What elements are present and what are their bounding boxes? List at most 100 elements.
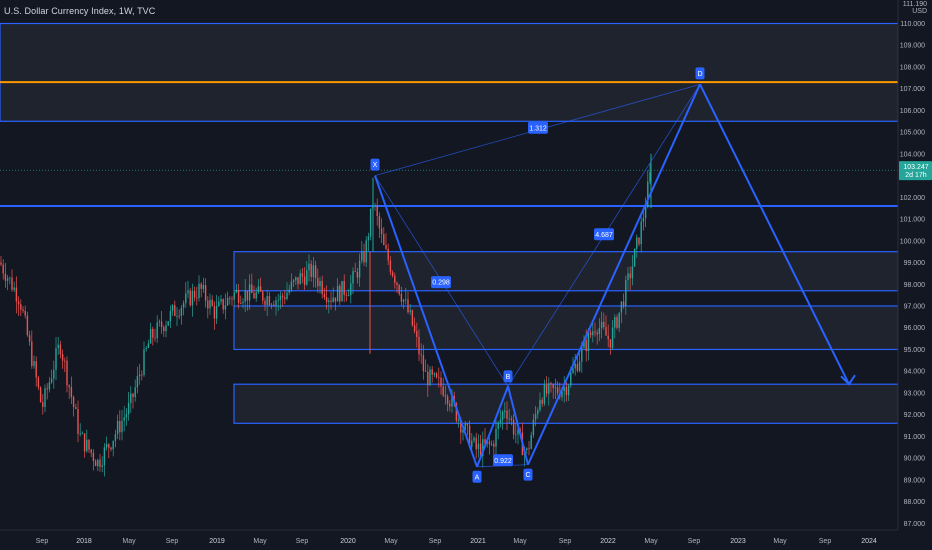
candle-body [264, 300, 266, 305]
candle-body [385, 244, 387, 249]
candle-body [105, 444, 108, 448]
candle-body [246, 290, 249, 301]
candle-body [475, 437, 477, 450]
candle-body [468, 425, 471, 447]
candle-body [224, 305, 227, 310]
candle-body [347, 295, 350, 296]
candle-body [24, 310, 26, 316]
candle-body [537, 410, 539, 415]
candle-body [411, 310, 414, 326]
candle-body [178, 315, 180, 317]
candle-body [455, 403, 458, 421]
candle-body [422, 355, 425, 372]
price-tick-label: 97.000 [904, 303, 926, 310]
candle-body [233, 292, 235, 300]
candle-body [99, 459, 101, 467]
candle-body [88, 439, 90, 450]
price-tick-label: 108.000 [900, 64, 925, 71]
candle-body [284, 297, 286, 300]
candle-body [413, 325, 416, 332]
candle-body [391, 272, 394, 276]
candle-body [92, 452, 95, 462]
candle-body [176, 315, 178, 317]
candle-body [462, 430, 464, 433]
candle-body [614, 317, 616, 328]
candle-body [365, 240, 367, 263]
price-tick-label: 87.000 [904, 521, 926, 528]
candle-body [642, 218, 645, 222]
candle-body [2, 264, 4, 274]
candle-body [270, 304, 273, 306]
candle-body [510, 418, 513, 420]
candle-body [121, 420, 123, 433]
candle-body [26, 315, 29, 336]
candle-body [130, 393, 132, 403]
candle-body [532, 419, 535, 436]
horizontal-levels [0, 81, 898, 208]
projection-line [699, 83, 850, 385]
candle-body [352, 271, 354, 284]
candle-body [290, 281, 293, 290]
candle-body [350, 283, 352, 296]
point-label-b: B [506, 374, 511, 381]
candle-body [345, 294, 348, 296]
candle-body [119, 420, 121, 433]
candle-body [13, 287, 15, 290]
time-tick-label: Sep [819, 538, 832, 545]
candle-body [530, 435, 532, 449]
candle-body [116, 420, 119, 435]
candle-body [110, 447, 112, 450]
pattern-leg [476, 386, 509, 468]
point-label-bg [503, 370, 513, 383]
candle-body [22, 309, 24, 311]
candle-body [565, 386, 568, 396]
candle-body [363, 251, 365, 263]
candle-body [396, 282, 398, 285]
candle-body [526, 448, 528, 451]
candle-body [620, 301, 623, 313]
candle-body [561, 391, 563, 397]
candle-body [504, 410, 506, 412]
price-tick-label: 94.000 [904, 369, 926, 376]
candle-body [123, 417, 125, 421]
candle-body [66, 360, 68, 386]
candle-body [0, 262, 2, 265]
candle-body [451, 395, 453, 407]
time-tick-label: Sep [559, 538, 572, 545]
price-tick-label: 90.000 [904, 456, 926, 463]
candle-body [37, 377, 40, 388]
candle-body [50, 378, 53, 383]
candle-body [446, 396, 449, 404]
current-price-countdown: 2d 17h [905, 172, 927, 179]
candle-body [633, 248, 636, 267]
price-tick-label: 93.000 [904, 390, 926, 397]
point-label-x: X [373, 162, 378, 169]
candle-body [332, 297, 334, 302]
candle-body [433, 373, 436, 375]
price-tick-label: 99.000 [904, 260, 926, 267]
candle-body [57, 344, 59, 349]
candle-body [9, 277, 11, 279]
horizontal-zones [0, 22, 899, 424]
candle-body [154, 337, 156, 339]
candle-body [218, 301, 220, 306]
candle-body [59, 344, 62, 355]
candle-body [378, 215, 381, 229]
price-zone [233, 305, 899, 351]
time-axis-bg [0, 530, 898, 550]
candle-body [167, 321, 169, 326]
candle-body [83, 433, 86, 452]
projection-arrowhead [840, 374, 856, 386]
candle-body [356, 271, 359, 278]
candle-body [578, 361, 581, 371]
candle-body [200, 283, 202, 289]
candle-body [163, 327, 165, 332]
time-tick-label: 2023 [730, 538, 746, 545]
candle-body [75, 407, 77, 409]
candle-body [6, 278, 9, 281]
candle-body [407, 299, 409, 313]
ratio-label: 0.922 [494, 458, 512, 465]
candle-body [215, 305, 218, 319]
candle-body [649, 172, 651, 182]
